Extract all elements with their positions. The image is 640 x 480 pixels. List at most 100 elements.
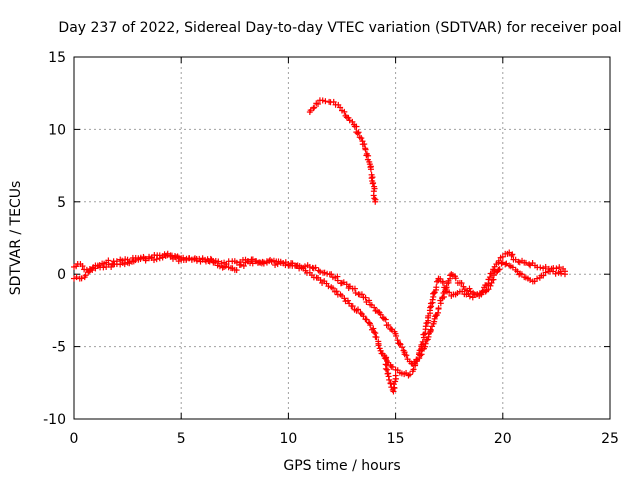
- x-tick-label: 5: [177, 431, 186, 447]
- data-point-fill: [385, 321, 392, 328]
- data-point-fill: [399, 344, 406, 351]
- data-point-fill: [196, 255, 203, 262]
- data-point-fill: [312, 264, 319, 271]
- data-point-fill: [373, 334, 380, 341]
- data-point-fill: [333, 288, 340, 295]
- data-point-fill: [391, 385, 398, 392]
- y-axis-label: SDTVAR / TECUs: [8, 181, 24, 296]
- data-point-fill: [526, 261, 533, 268]
- chart-title: Day 237 of 2022, Sidereal Day-to-day VTE…: [58, 20, 621, 36]
- data-point-fill: [466, 293, 473, 300]
- axis-ticks: [73, 56, 611, 420]
- data-point-fill: [370, 192, 377, 199]
- data-point-fill: [552, 270, 559, 277]
- data-point-fill: [362, 294, 369, 301]
- data-point: [371, 329, 378, 336]
- data-point-fill: [215, 258, 222, 265]
- data-point-fill: [435, 305, 442, 312]
- data-point-fill: [495, 257, 502, 264]
- data-point-fill: [413, 356, 420, 363]
- data-point-fill: [361, 141, 368, 148]
- data-point-fill: [341, 108, 348, 115]
- data-point-fill: [466, 285, 473, 292]
- data-point-fill: [334, 277, 341, 284]
- data-point-fill: [442, 286, 449, 293]
- data-point-fill: [537, 264, 544, 271]
- data-point: [561, 268, 568, 275]
- data-point-fill: [427, 304, 434, 311]
- data-point: [506, 249, 513, 256]
- data-point: [416, 355, 423, 362]
- y-tick-label: 5: [57, 195, 66, 211]
- data-point-fill: [417, 352, 424, 359]
- data-point: [372, 198, 379, 205]
- data-point-fill: [211, 259, 218, 266]
- data-point-fill: [485, 286, 492, 293]
- data-series: [71, 97, 568, 395]
- data-point-fill: [375, 342, 382, 349]
- data-point-fill: [344, 297, 351, 304]
- data-point-fill: [237, 261, 244, 268]
- data-point-fill: [384, 370, 391, 377]
- data-point-fill: [377, 347, 384, 354]
- y-tick-label: 0: [57, 267, 66, 283]
- data-point-fill: [370, 325, 377, 332]
- data-point-fill: [433, 278, 440, 285]
- data-point-fill: [341, 295, 348, 302]
- data-point: [388, 326, 395, 333]
- data-point: [306, 263, 313, 270]
- data-point-fill: [272, 262, 279, 269]
- data-point: [542, 263, 549, 270]
- data-point-fill: [355, 129, 362, 136]
- data-point-fill: [458, 280, 465, 287]
- data-point: [392, 372, 399, 379]
- data-point-fill: [556, 264, 563, 271]
- data-point-fill: [389, 363, 396, 370]
- data-point-fill: [427, 326, 434, 333]
- data-point-fill: [489, 270, 496, 277]
- data-point-fill: [452, 275, 459, 282]
- data-point-fill: [310, 105, 317, 112]
- data-point-fill: [79, 263, 86, 270]
- data-point-fill: [233, 267, 240, 274]
- data-point-fill: [411, 360, 418, 367]
- data-point-fill: [164, 252, 171, 259]
- y-tick-label: 10: [48, 122, 66, 138]
- data-point-fill: [354, 306, 361, 313]
- data-point-fill: [358, 291, 365, 298]
- data-point-fill: [393, 332, 400, 339]
- x-tick-label: 10: [279, 431, 297, 447]
- data-point-fill: [301, 263, 308, 270]
- plot-frame: [73, 56, 611, 420]
- data-point: [422, 340, 429, 347]
- data-point-fill: [446, 289, 453, 296]
- data-point-fill: [496, 266, 503, 273]
- data-point-fill: [86, 268, 93, 275]
- data-point-fill: [82, 272, 89, 279]
- data-point-fill: [509, 251, 516, 258]
- data-point: [553, 265, 560, 272]
- data-point: [319, 97, 326, 104]
- data-point-fill: [479, 288, 486, 295]
- data-point-fill: [394, 337, 401, 344]
- data-point-fill: [311, 104, 318, 111]
- data-point-fill: [383, 355, 390, 362]
- data-point-fill: [422, 323, 429, 330]
- data-point-fill: [171, 253, 178, 260]
- data-point: [381, 355, 388, 362]
- x-axis-label: GPS time / hours: [283, 458, 400, 474]
- data-point-fill: [296, 263, 303, 270]
- data-point-fill: [337, 104, 344, 111]
- y-tick-label: 15: [48, 50, 66, 66]
- data-point-fill: [151, 257, 158, 264]
- data-point-fill: [315, 101, 322, 108]
- data-point: [371, 304, 378, 311]
- data-point-fill: [260, 259, 267, 266]
- data-point-fill: [240, 263, 247, 270]
- x-tick-label: 0: [70, 431, 79, 447]
- y-tick-label: -5: [52, 340, 66, 356]
- data-point-fill: [142, 257, 149, 264]
- data-point-fill: [540, 272, 547, 279]
- data-point: [362, 146, 369, 153]
